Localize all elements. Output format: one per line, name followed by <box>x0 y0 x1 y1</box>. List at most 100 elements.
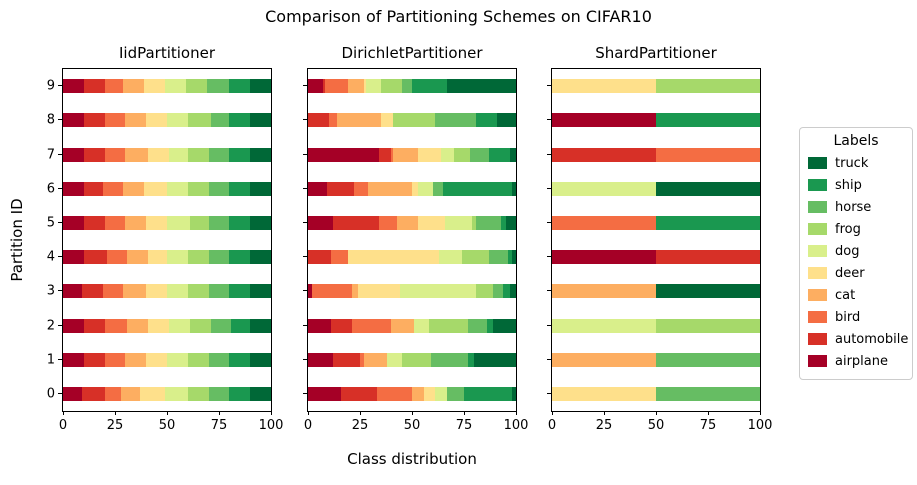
bar-segment-frog <box>189 318 211 333</box>
legend-swatch-horse <box>808 201 827 213</box>
bar-segment-cat <box>127 250 149 265</box>
y-tick-mark <box>58 85 62 87</box>
legend-swatch-cat <box>808 289 827 301</box>
bar-segment-frog <box>187 352 209 367</box>
bar-segment-horse <box>447 386 464 401</box>
bar-segment-truck <box>250 215 271 230</box>
bar-segment-bird <box>328 113 338 128</box>
stacked-bar-partition-3 <box>308 284 516 299</box>
bar-segment-horse <box>208 215 230 230</box>
bar-segment-deer <box>144 181 167 196</box>
x-tick-label: 0 <box>303 418 313 433</box>
y-tick-mark <box>303 324 307 326</box>
bar-segment-bird <box>104 386 122 401</box>
stacked-bar-partition-2 <box>63 318 271 333</box>
bar-segment-ship <box>229 215 251 230</box>
bar-segment-ship <box>507 250 512 265</box>
stacked-bar-partition-8 <box>308 113 516 128</box>
x-tick-label: 0 <box>58 418 68 433</box>
bar-segment-deer <box>146 215 167 230</box>
bar-segment-frog <box>656 79 760 94</box>
bar-segment-automobile <box>378 147 392 162</box>
bar-segment-airplane <box>308 352 333 367</box>
bar-segment-automobile <box>83 215 105 230</box>
bar-segment-dog <box>552 318 656 333</box>
legend-label: airplane <box>835 353 888 369</box>
bar-segment-truck <box>493 318 516 333</box>
bar-segment-truck <box>447 79 516 94</box>
legend-item-airplane: airplane <box>808 350 904 372</box>
bar-segment-frog <box>187 113 211 128</box>
legend-label: bird <box>835 309 861 325</box>
bar-segment-horse <box>210 318 232 333</box>
bar-segment-dog <box>399 284 477 299</box>
bar-segment-frog <box>461 250 489 265</box>
bar-segment-truck <box>511 386 516 401</box>
bar-segment-dog <box>166 250 188 265</box>
legend: Labels truck ship horse frog dog deer cat bird a… <box>799 127 913 380</box>
bar-segment-truck <box>511 250 516 265</box>
bar-segment-ship <box>229 147 251 162</box>
x-tick-mark <box>114 411 116 415</box>
bar-segment-horse <box>656 386 760 401</box>
bar-segment-automobile <box>83 352 105 367</box>
y-tick-mark <box>58 358 62 360</box>
bar-segment-airplane <box>308 386 342 401</box>
x-tick-mark <box>62 411 64 415</box>
bar-segment-bird <box>104 113 126 128</box>
bar-segment-deer <box>418 215 446 230</box>
y-tick-mark <box>303 85 307 87</box>
bar-segment-cat <box>125 113 147 128</box>
x-tick-label: 50 <box>158 418 176 433</box>
y-tick-label: 6 <box>46 181 55 197</box>
bar-segment-automobile <box>656 250 760 265</box>
x-tick-label: 25 <box>595 418 613 433</box>
bar-segment-truck <box>511 181 516 196</box>
bar-segment-truck <box>250 181 271 196</box>
legend-swatch-frog <box>808 223 827 235</box>
bar-segment-dog <box>166 215 190 230</box>
bar-segment-automobile <box>332 215 379 230</box>
bar-segment-airplane <box>308 147 379 162</box>
bar-segment-frog <box>656 318 760 333</box>
bar-segment-dog <box>164 386 188 401</box>
bar-segment-deer <box>144 79 165 94</box>
legend-label: truck <box>835 155 869 171</box>
y-tick-mark <box>547 392 551 394</box>
y-tick-mark <box>547 324 551 326</box>
x-tick-mark <box>707 411 709 415</box>
bar-segment-dog <box>552 181 656 196</box>
y-tick-mark <box>303 119 307 121</box>
bar-segment-deer <box>148 318 170 333</box>
stacked-bar-partition-3 <box>63 284 271 299</box>
bar-segment-cat <box>125 147 149 162</box>
bar-segment-horse <box>208 181 230 196</box>
x-tick-label: 25 <box>106 418 124 433</box>
legend-item-deer: deer <box>808 262 904 284</box>
bar-segment-bird <box>104 318 128 333</box>
axes-dirichlet-partitioner: 0 25 50 75 100 <box>303 68 528 433</box>
bar-segment-truck <box>656 181 760 196</box>
bar-segment-frog <box>189 215 209 230</box>
bar-segment-ship <box>229 352 251 367</box>
legend-swatch-dog <box>808 245 827 257</box>
bar-segment-bird <box>324 79 348 94</box>
bar-segment-ship <box>501 215 506 230</box>
x-tick-mark <box>551 411 553 415</box>
y-tick-mark <box>303 290 307 292</box>
bar-segment-horse <box>434 113 477 128</box>
bar-segment-dog <box>445 215 473 230</box>
legend-label: dog <box>835 243 860 259</box>
bar-segment-ship <box>229 386 251 401</box>
bar-segment-horse <box>208 386 230 401</box>
bar-segment-deer <box>552 79 656 94</box>
y-tick-mark <box>58 256 62 258</box>
bar-segment-deer <box>139 386 165 401</box>
bar-segment-airplane <box>63 352 84 367</box>
bar-segment-automobile <box>326 181 354 196</box>
bar-segment-ship <box>229 250 251 265</box>
stacked-bar-partition-4 <box>552 250 760 265</box>
bar-segment-cat <box>552 352 656 367</box>
bar-segment-horse <box>208 284 230 299</box>
bar-segment-airplane <box>308 215 333 230</box>
